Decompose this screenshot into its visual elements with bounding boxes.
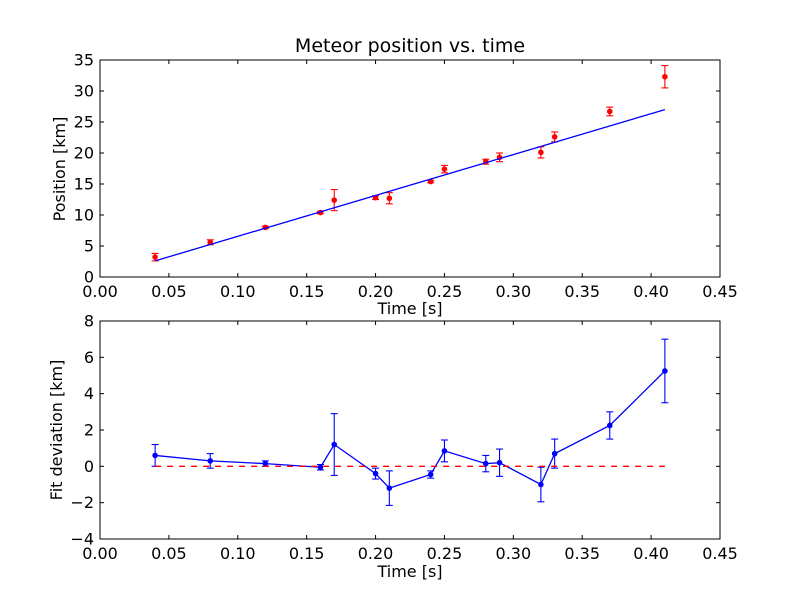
top-chart-series-0-point xyxy=(331,197,338,203)
bottom-chart-series-0-point xyxy=(441,448,448,454)
top-chart-y-tick-label: 15 xyxy=(74,175,94,194)
bottom-chart-plot-area xyxy=(151,338,669,506)
bottom-chart-x-tick-label: 0.05 xyxy=(151,544,187,563)
top-chart-y-tick-label: 5 xyxy=(84,237,94,256)
bottom-chart: Time [s] Fit deviation [km] 0.00 0.05 0.10… xyxy=(47,312,738,582)
bottom-chart-series-0-point xyxy=(317,464,324,471)
bottom-chart-y-axis-label: Fit deviation [km] xyxy=(47,360,66,501)
top-chart-x-tick-label: 0.45 xyxy=(702,282,738,301)
top-chart-x-tick-label: 0.25 xyxy=(427,282,463,301)
bottom-chart-series-0-point xyxy=(262,460,269,467)
bottom-chart-y-tick-label: 8 xyxy=(84,312,94,331)
top-chart: Meteor position vs. time Time [s] Positi… xyxy=(50,35,738,318)
top-chart-y-tick-label: 10 xyxy=(74,206,94,225)
bottom-chart-x-axis-label: Time [s] xyxy=(376,562,442,581)
bottom-chart-x-tick-label: 0.10 xyxy=(220,544,256,563)
top-chart-axes-frame xyxy=(99,59,721,278)
bottom-chart-x-tick-label: 0.30 xyxy=(496,544,532,563)
top-chart-x-tick-label: 0.00 xyxy=(82,282,118,301)
bottom-chart-series-0-point xyxy=(662,368,668,374)
top-chart-y-tick-label: 0 xyxy=(84,268,94,287)
bottom-chart-x-tick-label: 0.00 xyxy=(82,544,118,563)
top-chart-x-tick-label: 0.30 xyxy=(496,282,532,301)
bottom-chart-series-0-point xyxy=(551,450,558,457)
bottom-chart-series-0-point xyxy=(207,458,214,464)
bottom-chart-series-0-point xyxy=(331,441,338,448)
bottom-chart-x-tick-label: 0.25 xyxy=(427,544,463,563)
bottom-chart-x-tick-label: 0.40 xyxy=(633,544,669,563)
bottom-chart-series-0-point xyxy=(372,470,379,477)
top-chart-series-0-point xyxy=(551,134,558,140)
top-chart-y-tick-label: 25 xyxy=(74,113,94,132)
bottom-chart-y-tick-label: 4 xyxy=(84,384,94,403)
bottom-chart-x-tick-label: 0.15 xyxy=(289,544,325,563)
top-chart-series-1-line xyxy=(154,108,666,262)
bottom-chart-series-0-point xyxy=(482,460,489,467)
top-chart-series-0-point xyxy=(662,73,668,80)
bottom-chart-x-tick-label: 0.45 xyxy=(702,544,738,563)
bottom-chart-x-tick-label: 0.20 xyxy=(358,544,394,563)
bottom-chart-y-tick-label: 2 xyxy=(84,421,94,440)
top-chart-x-axis-label: Time [s] xyxy=(376,299,442,318)
bottom-chart-series-0-point xyxy=(538,481,544,488)
bottom-chart-y-tick-label: −4 xyxy=(70,530,94,549)
top-chart-x-tick-label: 0.40 xyxy=(633,282,669,301)
top-chart-x-tick-label: 0.10 xyxy=(220,282,256,301)
bottom-chart-series-0-point xyxy=(427,471,434,478)
bottom-chart-series-0-point xyxy=(386,485,393,491)
top-chart-y-tick-label: 20 xyxy=(74,144,94,163)
top-chart-title: Meteor position vs. time xyxy=(295,35,525,57)
top-chart-y-tick-label: 30 xyxy=(74,82,94,101)
bottom-chart-series-0-point xyxy=(496,459,503,466)
top-chart-x-tick-label: 0.20 xyxy=(358,282,394,301)
top-chart-x-tick-label: 0.05 xyxy=(151,282,187,301)
bottom-chart-y-tick-label: −2 xyxy=(70,493,94,512)
top-chart-series-0-point xyxy=(386,195,393,202)
top-chart-plot-area xyxy=(151,65,669,262)
bottom-chart-x-tick-label: 0.35 xyxy=(564,544,600,563)
top-chart-series-0-point xyxy=(152,254,158,260)
top-chart-x-tick-label: 0.35 xyxy=(564,282,600,301)
top-chart-series-0-point xyxy=(538,149,544,156)
bottom-chart-series-0 xyxy=(151,338,669,506)
top-chart-series-1 xyxy=(154,108,666,262)
top-chart-series-0-point xyxy=(606,108,613,115)
top-chart-series-0 xyxy=(151,65,669,262)
top-chart-x-tick-label: 0.15 xyxy=(289,282,325,301)
top-chart-y-axis-label: Position [km] xyxy=(50,117,69,222)
bottom-chart-y-tick-label: 0 xyxy=(84,457,94,476)
bottom-chart-y-tick-label: 6 xyxy=(84,348,94,367)
top-chart-y-tick-label: 35 xyxy=(74,51,94,70)
bottom-chart-series-0-point xyxy=(152,452,158,459)
bottom-chart-series-0-point xyxy=(606,422,613,429)
top-chart-series-0-point xyxy=(441,166,448,172)
